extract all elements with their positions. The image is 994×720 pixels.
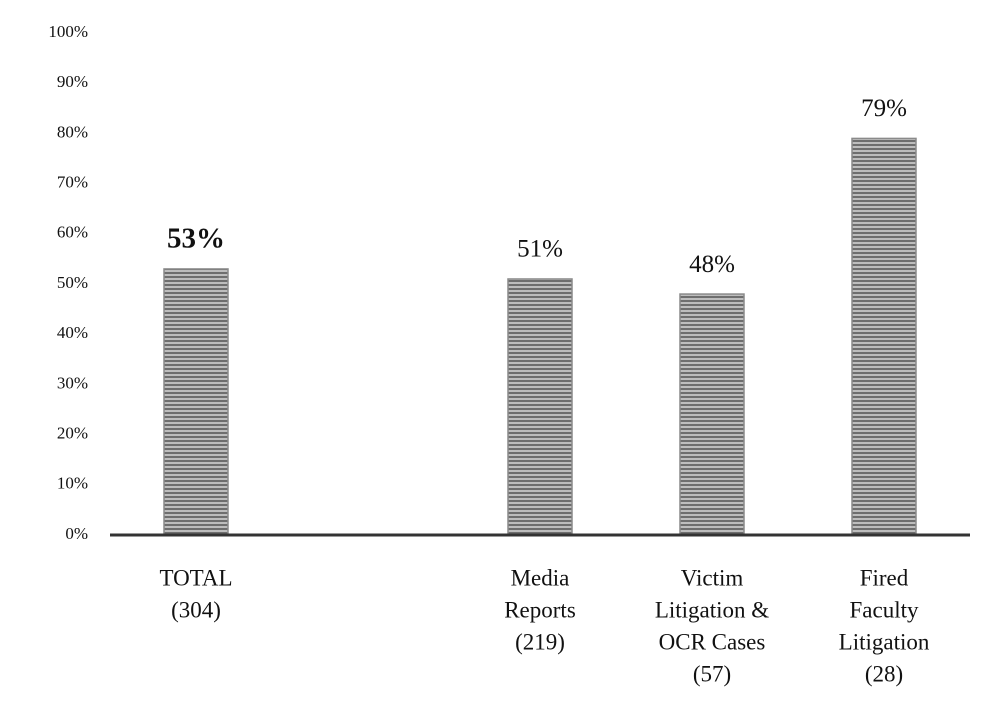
x-tick-label: TOTAL xyxy=(159,565,232,590)
data-label: 48% xyxy=(689,251,735,278)
y-tick-label: 100% xyxy=(48,22,88,41)
bar xyxy=(679,293,745,536)
x-tick-label: (219) xyxy=(515,629,565,654)
data-label: 79% xyxy=(861,95,907,122)
data-label: 53% xyxy=(167,223,225,255)
x-tick-label: Fired xyxy=(860,565,909,590)
x-tick-label: Litigation & xyxy=(655,597,769,622)
y-tick-label: 10% xyxy=(57,474,88,493)
x-tick-label: OCR Cases xyxy=(659,629,766,654)
y-tick-label: 40% xyxy=(57,323,88,342)
bar xyxy=(163,268,229,536)
bar xyxy=(851,137,917,536)
x-tick-label: Litigation xyxy=(839,629,930,654)
y-tick-label: 0% xyxy=(65,524,88,543)
data-label: 51% xyxy=(517,236,563,263)
y-tick-label: 60% xyxy=(57,223,88,242)
x-tick-label: (304) xyxy=(171,597,221,622)
x-tick-label: Media xyxy=(511,565,570,590)
x-tick-label: Faculty xyxy=(850,597,919,622)
y-tick-label: 30% xyxy=(57,373,88,392)
x-tick-label: (57) xyxy=(693,661,731,686)
x-tick-label: Reports xyxy=(504,597,576,622)
y-tick-label: 50% xyxy=(57,273,88,292)
bar xyxy=(507,278,573,536)
y-tick-label: 20% xyxy=(57,424,88,443)
y-tick-label: 70% xyxy=(57,173,88,192)
x-tick-label: Victim xyxy=(681,565,744,590)
x-tick-label: (28) xyxy=(865,661,903,686)
y-tick-label: 90% xyxy=(57,72,88,91)
y-tick-label: 80% xyxy=(57,122,88,141)
